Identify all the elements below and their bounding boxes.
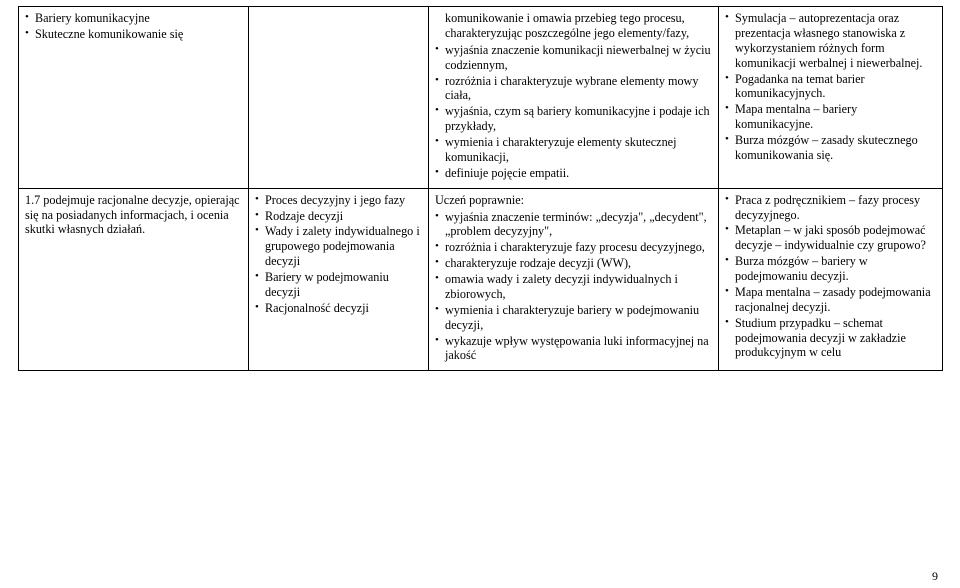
list-item: Symulacja – autoprezentacja oraz prezent… [725, 11, 936, 71]
row1-col2-empty [249, 7, 429, 189]
row2-col1: 1.7 podejmuje racjonalne decyzje, opiera… [19, 188, 249, 371]
list-item: Studium przypadku – schemat podejmowania… [725, 316, 936, 361]
list-item: wyjaśnia znaczenie komunikacji niewerbal… [435, 43, 712, 73]
list-item: Metaplan – w jaki sposób podejmować decy… [725, 223, 936, 253]
document-page: Bariery komunikacyjne Skuteczne komuniko… [0, 0, 960, 588]
row1-col3: komunikowanie i omawia przebieg tego pro… [429, 7, 719, 189]
list-item: Praca z podręcznikiem – fazy procesy dec… [725, 193, 936, 223]
row2-col3: Uczeń poprawnie: wyjaśnia znaczenie term… [429, 188, 719, 371]
list-item: Mapa mentalna – zasady podejmowania racj… [725, 285, 936, 315]
row2-col3-list: wyjaśnia znaczenie terminów: „decyzja", … [435, 210, 712, 364]
list-item: wyjaśnia znaczenie terminów: „decyzja", … [435, 210, 712, 240]
table-row: 1.7 podejmuje racjonalne decyzje, opiera… [19, 188, 943, 371]
row2-col4: Praca z podręcznikiem – fazy procesy dec… [719, 188, 943, 371]
list-item: Pogadanka na temat barier komunikacyjnyc… [725, 72, 936, 102]
list-item: charakteryzuje rodzaje decyzji (WW), [435, 256, 712, 271]
row1-col1: Bariery komunikacyjne Skuteczne komuniko… [19, 7, 249, 189]
list-item: rozróżnia i charakteryzuje wybrane eleme… [435, 74, 712, 104]
row2-col4-list: Praca z podręcznikiem – fazy procesy dec… [725, 193, 936, 361]
row1-col3-list: wyjaśnia znaczenie komunikacji niewerbal… [435, 43, 712, 181]
row2-col2: Proces decyzyjny i jego fazy Rodzaje dec… [249, 188, 429, 371]
list-item: Skuteczne komunikowanie się [25, 27, 242, 42]
list-item: omawia wady i zalety decyzji indywidualn… [435, 272, 712, 302]
list-item: Bariery w podejmowaniu decyzji [255, 270, 422, 300]
list-item: wykazuje wpływ występowania luki informa… [435, 334, 712, 364]
list-item: Rodzaje decyzji [255, 209, 422, 224]
row2-col3-lead: Uczeń poprawnie: [435, 193, 712, 208]
list-item: Mapa mentalna – bariery komunikacyjne. [725, 102, 936, 132]
list-item: rozróżnia i charakteryzuje fazy procesu … [435, 240, 712, 255]
content-table: Bariery komunikacyjne Skuteczne komuniko… [18, 6, 943, 371]
list-item: Wady i zalety indywidualnego i grupowego… [255, 224, 422, 269]
row1-col3-lead: komunikowanie i omawia przebieg tego pro… [435, 11, 712, 41]
page-number: 9 [932, 569, 938, 584]
list-item: wyjaśnia, czym są bariery komunikacyjne … [435, 104, 712, 134]
list-item: Racjonalność decyzji [255, 301, 422, 316]
row1-col4-list: Symulacja – autoprezentacja oraz prezent… [725, 11, 936, 163]
list-item: Bariery komunikacyjne [25, 11, 242, 26]
row1-col4: Symulacja – autoprezentacja oraz prezent… [719, 7, 943, 189]
list-item: definiuje pojęcie empatii. [435, 166, 712, 181]
list-item: Burza mózgów – bariery w podejmowaniu de… [725, 254, 936, 284]
list-item: Burza mózgów – zasady skutecznego komuni… [725, 133, 936, 163]
table-row: Bariery komunikacyjne Skuteczne komuniko… [19, 7, 943, 189]
row2-col1-text: 1.7 podejmuje racjonalne decyzje, opiera… [25, 193, 242, 238]
row2-col2-list: Proces decyzyjny i jego fazy Rodzaje dec… [255, 193, 422, 316]
row1-col1-list: Bariery komunikacyjne Skuteczne komuniko… [25, 11, 242, 42]
list-item: Proces decyzyjny i jego fazy [255, 193, 422, 208]
list-item: wymienia i charakteryzuje elementy skute… [435, 135, 712, 165]
list-item: wymienia i charakteryzuje bariery w pode… [435, 303, 712, 333]
